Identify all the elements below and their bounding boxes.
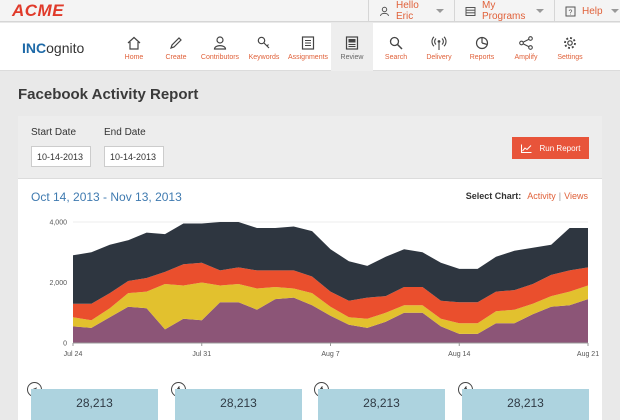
x-tick-label: Aug 7 xyxy=(321,351,339,358)
user-menu[interactable]: Hello Eric xyxy=(368,0,454,22)
nav-contributors[interactable]: Contributors xyxy=(199,23,241,71)
programs-menu-label: My Programs xyxy=(482,0,526,22)
nav-contributors-label: Contributors xyxy=(200,54,240,61)
nav-keywords[interactable]: Keywords xyxy=(243,23,285,71)
nav-assignments-label: Assignments xyxy=(287,54,329,61)
x-tick-label: Jul 24 xyxy=(64,351,83,358)
nav-review-label: Review xyxy=(340,54,364,61)
area-series-navy xyxy=(73,222,588,304)
start-date-input[interactable] xyxy=(31,146,91,167)
chart-option-separator: | xyxy=(558,191,562,201)
end-date-input[interactable] xyxy=(104,146,164,167)
svg-text:?: ? xyxy=(569,9,573,16)
gear-icon xyxy=(564,37,576,49)
search-icon xyxy=(389,36,403,50)
chart-option-activity[interactable]: Activity xyxy=(527,191,556,201)
page-title: Facebook Activity Report xyxy=(18,86,199,103)
document-icon xyxy=(345,36,359,50)
nav-delivery[interactable]: Delivery xyxy=(418,23,460,71)
area-series-orange xyxy=(73,262,588,324)
date-range-text: Oct 14, 2013 - Nov 13, 2013 xyxy=(31,190,182,204)
chart-option-views[interactable]: Views xyxy=(564,191,588,201)
stat-card: 28,213 xyxy=(31,389,158,420)
end-date-label: End Date xyxy=(104,127,146,138)
broadcast-icon xyxy=(431,36,447,50)
y-tick-label: 4,000 xyxy=(49,220,67,227)
nav-reports-label: Reports xyxy=(469,54,495,61)
activity-chart: 0 2,000 4,000 Jul 24 Jul 31 Aug 7 Aug 14 Aug 21 xyxy=(49,220,599,359)
stat-value: 28,213 xyxy=(76,396,113,410)
app-logo-bold: INC xyxy=(22,40,47,56)
report-panel: Start Date End Date Run Report Oct 14, 2… xyxy=(18,116,602,420)
nav-settings[interactable]: Settings xyxy=(549,23,591,71)
nav-home[interactable]: Home xyxy=(113,23,155,71)
y-tick-label: 2,000 xyxy=(49,280,67,287)
nav-delivery-label: Delivery xyxy=(426,54,452,61)
nav-search-label: Search xyxy=(384,54,408,61)
start-date-label: Start Date xyxy=(31,127,77,138)
chevron-down-icon xyxy=(610,9,619,13)
stat-card: 28,213 xyxy=(175,389,302,420)
users-icon xyxy=(379,5,390,17)
nav-keywords-label: Keywords xyxy=(248,54,280,61)
area-series-yellow xyxy=(73,282,588,334)
nav-create[interactable]: Create xyxy=(155,23,197,71)
stat-value: 28,213 xyxy=(507,396,544,410)
select-chart-label: Select Chart: xyxy=(465,191,522,201)
nav-home-label: Home xyxy=(124,54,144,61)
share-icon xyxy=(519,36,533,50)
date-filter-bar: Start Date End Date Run Report xyxy=(18,116,602,179)
main-nav: INCognito Home Create Contributors Keywo… xyxy=(0,23,620,71)
nav-settings-label: Settings xyxy=(557,54,583,61)
help-menu[interactable]: ? Help xyxy=(554,0,620,22)
top-bar: ACME Hello Eric My Programs ? Help xyxy=(0,0,620,22)
help-icon: ? xyxy=(565,5,576,17)
list-icon xyxy=(301,36,315,50)
app-logo[interactable]: INCognito xyxy=(22,40,84,56)
run-report-button[interactable]: Run Report xyxy=(512,137,589,159)
pie-chart-icon xyxy=(475,36,489,50)
nav-assignments[interactable]: Assignments xyxy=(287,23,329,71)
chevron-down-icon xyxy=(436,9,444,13)
programs-menu[interactable]: My Programs xyxy=(454,0,554,22)
nav-amplify[interactable]: Amplify xyxy=(505,23,547,71)
area-series-purple xyxy=(73,297,588,343)
chart-selector: Select Chart: Activity | Views xyxy=(466,191,588,201)
x-tick-label: Aug 21 xyxy=(577,351,599,358)
x-tick-label: Aug 14 xyxy=(448,351,470,358)
stat-card: 28,213 xyxy=(318,389,445,420)
key-icon xyxy=(257,36,270,49)
line-chart-icon xyxy=(520,144,532,153)
chevron-down-icon xyxy=(536,9,544,13)
help-menu-label: Help xyxy=(582,5,603,17)
stat-value: 28,213 xyxy=(220,396,257,410)
app-logo-rest: ognito xyxy=(46,40,85,56)
user-icon xyxy=(213,36,227,50)
y-tick-label: 0 xyxy=(63,341,67,348)
stat-card: 28,213 xyxy=(462,389,589,420)
nav-search[interactable]: Search xyxy=(375,23,417,71)
home-icon xyxy=(127,36,141,50)
brand-logo[interactable]: ACME xyxy=(12,1,65,20)
x-tick-label: Jul 31 xyxy=(192,351,211,358)
grid-icon xyxy=(465,5,476,17)
run-report-label: Run Report xyxy=(539,143,581,153)
pencil-icon xyxy=(170,37,182,49)
nav-amplify-label: Amplify xyxy=(514,54,538,61)
nav-review[interactable]: Review xyxy=(331,23,373,71)
nav-create-label: Create xyxy=(165,54,187,61)
nav-reports[interactable]: Reports xyxy=(461,23,503,71)
stat-value: 28,213 xyxy=(363,396,400,410)
user-menu-label: Hello Eric xyxy=(396,0,419,22)
